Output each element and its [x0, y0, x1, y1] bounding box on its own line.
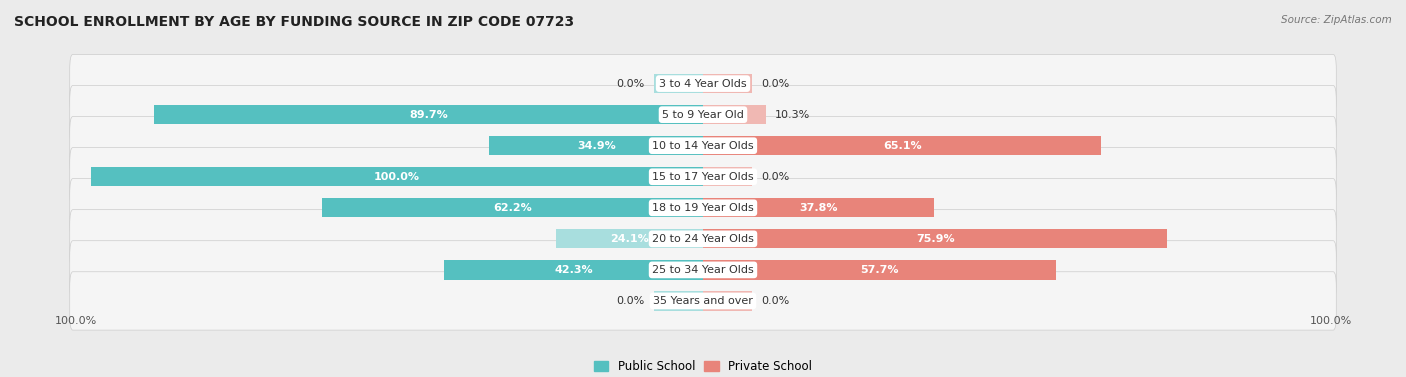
FancyBboxPatch shape: [70, 147, 1336, 206]
Bar: [703, 229, 1167, 248]
Text: 42.3%: 42.3%: [554, 265, 593, 275]
Text: 34.9%: 34.9%: [576, 141, 616, 151]
Bar: [654, 74, 703, 93]
Bar: [703, 198, 934, 218]
Text: 75.9%: 75.9%: [915, 234, 955, 244]
Bar: [322, 198, 703, 218]
Text: 0.0%: 0.0%: [617, 296, 645, 306]
Bar: [703, 74, 752, 93]
FancyBboxPatch shape: [70, 272, 1336, 330]
Text: 89.7%: 89.7%: [409, 110, 449, 120]
Text: 37.8%: 37.8%: [800, 203, 838, 213]
Bar: [555, 229, 703, 248]
Bar: [703, 291, 752, 311]
FancyBboxPatch shape: [70, 210, 1336, 268]
Text: 10 to 14 Year Olds: 10 to 14 Year Olds: [652, 141, 754, 151]
Bar: [703, 260, 1056, 279]
Text: 35 Years and over: 35 Years and over: [652, 296, 754, 306]
Bar: [703, 136, 1101, 155]
Text: 0.0%: 0.0%: [761, 172, 789, 182]
Text: 57.7%: 57.7%: [860, 265, 898, 275]
Bar: [703, 105, 766, 124]
Bar: [444, 260, 703, 279]
FancyBboxPatch shape: [70, 179, 1336, 237]
Bar: [91, 167, 703, 186]
FancyBboxPatch shape: [70, 86, 1336, 144]
Text: 0.0%: 0.0%: [761, 79, 789, 89]
Text: 0.0%: 0.0%: [617, 79, 645, 89]
Bar: [489, 136, 703, 155]
Text: 24.1%: 24.1%: [610, 234, 648, 244]
Bar: [155, 105, 703, 124]
Text: 20 to 24 Year Olds: 20 to 24 Year Olds: [652, 234, 754, 244]
Text: 18 to 19 Year Olds: 18 to 19 Year Olds: [652, 203, 754, 213]
FancyBboxPatch shape: [70, 54, 1336, 113]
Text: 100.0%: 100.0%: [1309, 316, 1351, 326]
Text: 100.0%: 100.0%: [55, 316, 97, 326]
Bar: [654, 291, 703, 311]
Bar: [703, 167, 752, 186]
Legend: Public School, Private School: Public School, Private School: [591, 356, 815, 376]
Text: 5 to 9 Year Old: 5 to 9 Year Old: [662, 110, 744, 120]
FancyBboxPatch shape: [70, 116, 1336, 175]
Text: Source: ZipAtlas.com: Source: ZipAtlas.com: [1281, 15, 1392, 25]
FancyBboxPatch shape: [70, 241, 1336, 299]
Text: 15 to 17 Year Olds: 15 to 17 Year Olds: [652, 172, 754, 182]
Text: 62.2%: 62.2%: [494, 203, 531, 213]
Text: 25 to 34 Year Olds: 25 to 34 Year Olds: [652, 265, 754, 275]
Text: 3 to 4 Year Olds: 3 to 4 Year Olds: [659, 79, 747, 89]
Text: SCHOOL ENROLLMENT BY AGE BY FUNDING SOURCE IN ZIP CODE 07723: SCHOOL ENROLLMENT BY AGE BY FUNDING SOUR…: [14, 15, 574, 29]
Text: 100.0%: 100.0%: [374, 172, 420, 182]
Text: 10.3%: 10.3%: [775, 110, 810, 120]
Text: 0.0%: 0.0%: [761, 296, 789, 306]
Text: 65.1%: 65.1%: [883, 141, 921, 151]
